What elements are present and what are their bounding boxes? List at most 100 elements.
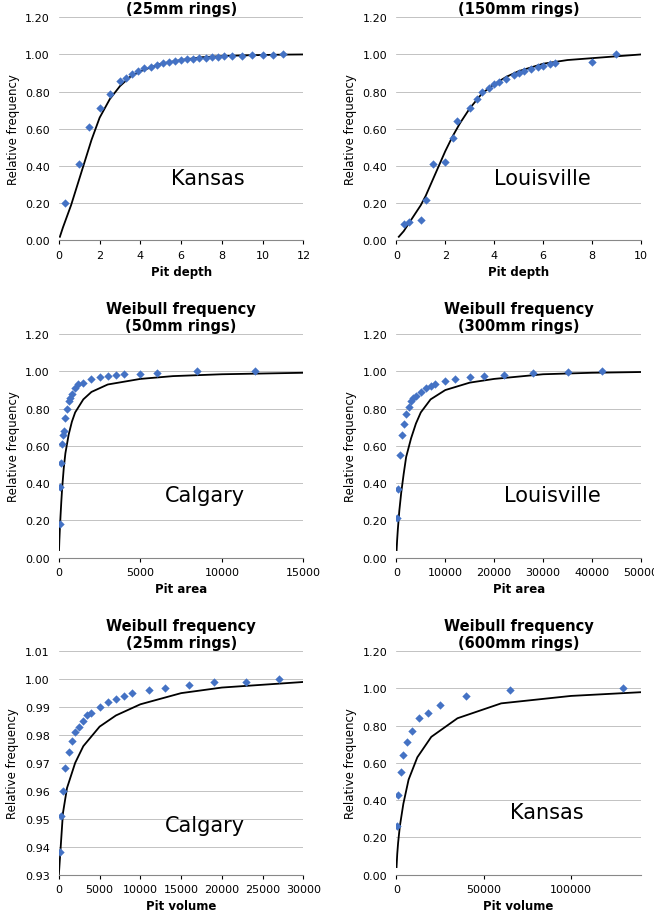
Point (399, 417, 409, 432)
Point (538, 59, 548, 74)
Point (158, 56, 168, 71)
Y-axis label: Relative frequency: Relative frequency (344, 391, 357, 502)
X-axis label: Pit area: Pit area (155, 582, 207, 596)
Point (119, 689, 129, 703)
Text: Calgary: Calgary (165, 815, 245, 835)
Point (65, 391, 75, 405)
Point (428, 158, 438, 172)
Point (464, 102, 475, 117)
Point (411, 389, 421, 404)
Point (127, 67, 137, 82)
Point (207, 51, 217, 66)
Point (477, 86, 487, 100)
Point (484, 82, 494, 97)
Point (152, 366, 162, 381)
Point (111, 368, 121, 383)
Point (63, 744, 74, 759)
Point (54, 845, 65, 860)
Title: Weibull frequency
(25mm rings): Weibull frequency (25mm rings) (106, 618, 256, 650)
Point (105, 87, 115, 102)
Point (435, 698, 445, 712)
Point (121, 71, 131, 86)
Title: TruncatedGumbel frequency
(25mm rings): TruncatedGumbel frequency (25mm rings) (64, 0, 298, 17)
Title: Weibull frequency
(600mm rings): Weibull frequency (600mm rings) (444, 618, 594, 650)
Point (70, 725, 80, 740)
Point (274, 672, 284, 687)
Y-axis label: Relative frequency: Relative frequency (7, 75, 20, 185)
Point (86, 373, 97, 387)
Point (192, 364, 203, 379)
Point (393, 787, 404, 802)
Point (57, 437, 67, 452)
X-axis label: Pit volume: Pit volume (146, 899, 216, 911)
X-axis label: Pit volume: Pit volume (483, 899, 554, 911)
Point (56, 456, 67, 470)
Point (58, 425, 69, 439)
Y-axis label: Relative frequency: Relative frequency (7, 708, 20, 818)
Point (415, 213, 426, 228)
Point (489, 77, 500, 92)
Point (528, 366, 538, 381)
Point (67, 733, 77, 748)
Point (135, 367, 146, 382)
Point (392, 819, 402, 834)
Point (407, 724, 417, 739)
Point (182, 53, 192, 67)
Point (393, 482, 404, 496)
Point (114, 75, 125, 89)
X-axis label: Pit area: Pit area (492, 582, 545, 596)
Point (200, 51, 211, 66)
Y-axis label: Relative frequency: Relative frequency (344, 708, 357, 818)
Point (56, 809, 67, 824)
Point (505, 683, 515, 698)
Point (453, 115, 463, 129)
Point (188, 52, 199, 67)
Point (58, 783, 68, 798)
Point (74, 158, 84, 172)
Point (402, 735, 412, 750)
Point (392, 512, 403, 527)
Point (472, 93, 482, 107)
Point (267, 48, 278, 63)
Point (422, 706, 433, 721)
Point (170, 55, 181, 69)
Point (194, 52, 205, 67)
Point (398, 217, 409, 231)
Point (499, 368, 509, 383)
Point (86, 706, 97, 721)
Point (227, 49, 237, 64)
Point (139, 62, 150, 77)
Point (94, 102, 105, 117)
Point (237, 49, 247, 64)
X-axis label: Pit depth: Pit depth (488, 266, 549, 279)
Point (509, 68, 519, 83)
Point (119, 368, 129, 383)
Point (103, 370, 113, 384)
Point (513, 67, 524, 81)
Point (54, 517, 65, 532)
Point (278, 48, 288, 63)
Title: TruncatedGumbel frequency
(150mm rings): TruncatedGumbel frequency (150mm rings) (402, 0, 636, 17)
Point (404, 400, 414, 415)
Point (67, 387, 77, 402)
Point (209, 675, 219, 690)
Point (241, 675, 252, 690)
Text: Kansas: Kansas (510, 803, 583, 823)
Point (61, 402, 72, 416)
Point (421, 382, 431, 396)
Point (526, 63, 536, 77)
Point (176, 54, 186, 68)
Point (63, 394, 74, 409)
Text: Kansas: Kansas (171, 169, 245, 189)
Point (461, 689, 472, 703)
Point (618, 681, 628, 696)
Point (401, 407, 411, 422)
Point (545, 57, 556, 72)
Text: Louisville: Louisville (504, 486, 601, 506)
Point (84, 120, 95, 135)
Point (395, 448, 405, 463)
Point (94, 371, 105, 385)
Point (103, 694, 113, 709)
Text: Louisville: Louisville (494, 169, 591, 189)
Point (60, 411, 71, 425)
